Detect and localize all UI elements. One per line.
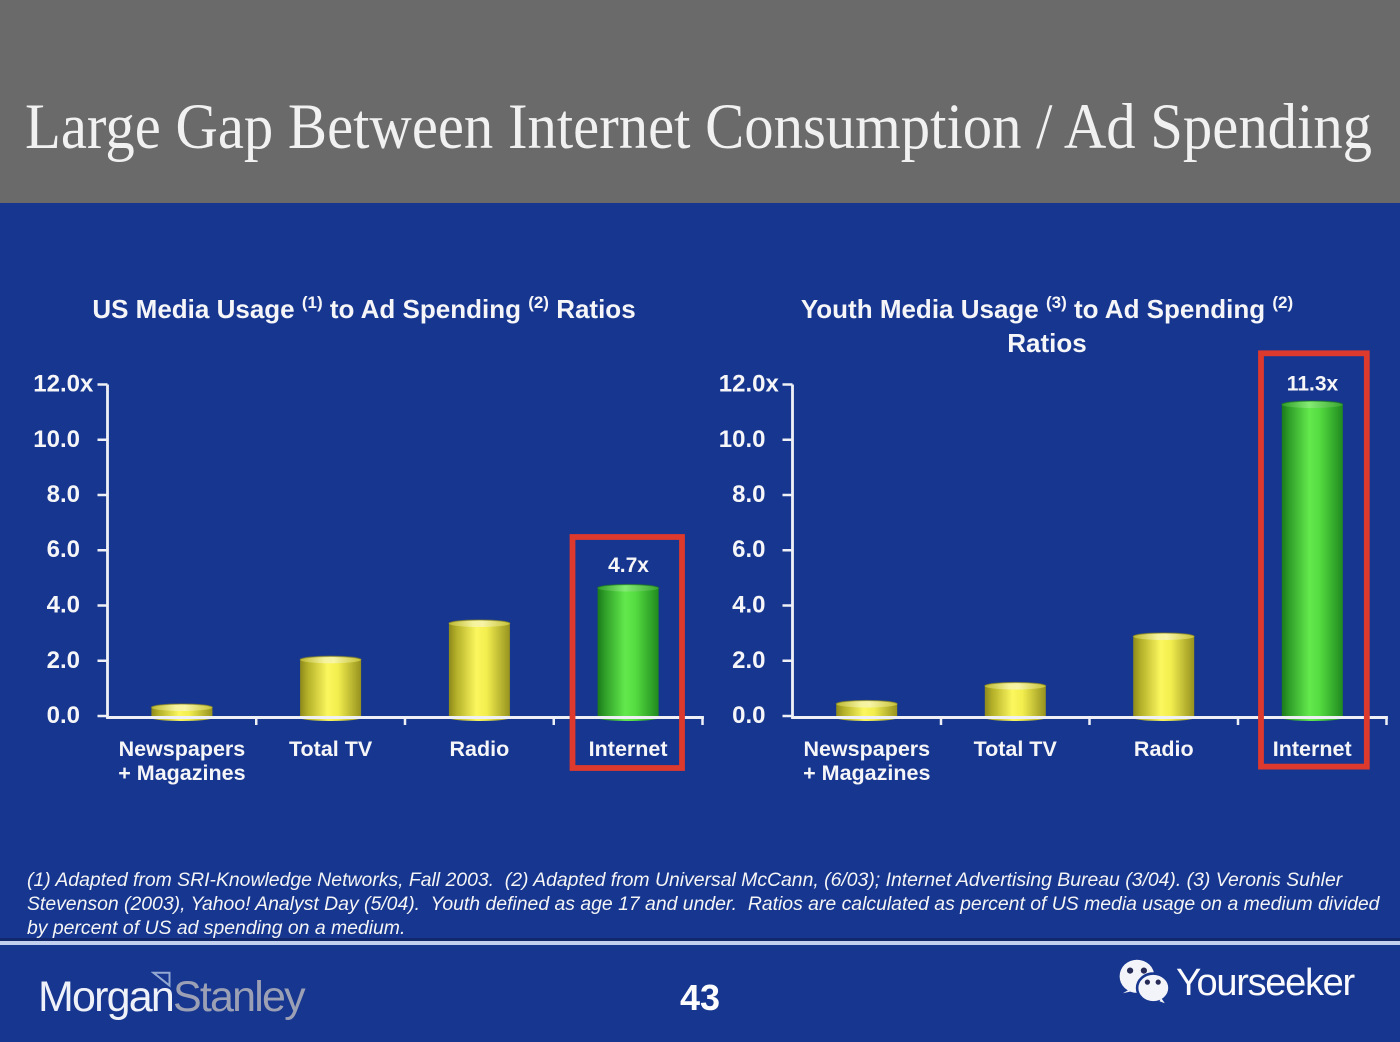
svg-text:12.0: 12.0 — [33, 371, 80, 398]
svg-text:Internet: Internet — [1273, 737, 1352, 761]
svg-text:2.0: 2.0 — [47, 647, 80, 674]
svg-text:x: x — [80, 371, 94, 398]
svg-text:Radio: Radio — [1134, 737, 1194, 761]
svg-text:Total TV: Total TV — [974, 737, 1058, 761]
svg-text:Radio: Radio — [450, 737, 510, 761]
svg-text:2.0: 2.0 — [732, 647, 765, 674]
svg-text:4.0: 4.0 — [732, 592, 765, 619]
svg-text:10.0: 10.0 — [33, 426, 80, 453]
svg-text:8.0: 8.0 — [732, 481, 765, 508]
svg-text:4.0: 4.0 — [47, 592, 80, 619]
svg-text:0.0: 0.0 — [47, 702, 80, 729]
svg-text:0.0: 0.0 — [732, 702, 765, 729]
svg-text:8.0: 8.0 — [47, 481, 80, 508]
svg-text:US Media Usage (1) to Ad Spend: US Media Usage (1) to Ad Spending (2) Ra… — [92, 293, 635, 324]
svg-text:Newspapers: Newspapers — [803, 737, 930, 761]
svg-text:4.7x: 4.7x — [608, 554, 649, 577]
svg-text:11.3x: 11.3x — [1287, 373, 1339, 396]
svg-text:+ Magazines: + Magazines — [118, 761, 245, 785]
svg-text:Youth Media Usage (3) to Ad Sp: Youth Media Usage (3) to Ad Spending (2) — [801, 293, 1293, 324]
svg-text:12.0: 12.0 — [719, 371, 766, 398]
svg-text:6.0: 6.0 — [47, 536, 80, 563]
svg-text:+ Magazines: + Magazines — [803, 761, 930, 785]
svg-text:Total TV: Total TV — [289, 737, 373, 761]
svg-text:Internet: Internet — [589, 737, 668, 761]
svg-text:x: x — [766, 371, 780, 398]
svg-text:6.0: 6.0 — [732, 536, 765, 563]
svg-text:Ratios: Ratios — [1007, 328, 1086, 358]
svg-text:Newspapers: Newspapers — [119, 737, 246, 761]
svg-text:10.0: 10.0 — [719, 426, 766, 453]
